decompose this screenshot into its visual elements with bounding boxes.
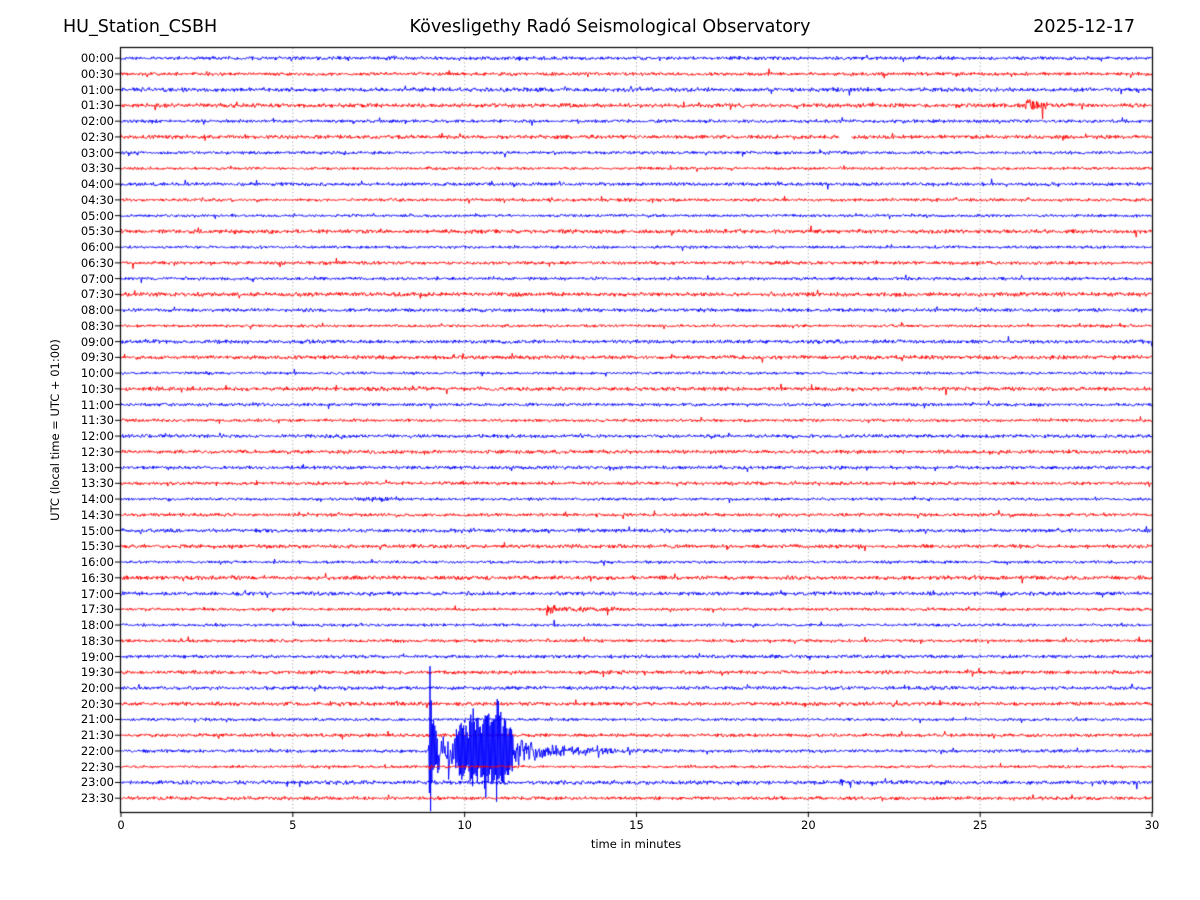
y-tick-label: 05:30: [80, 224, 114, 239]
y-tick-label: 20:30: [80, 696, 114, 711]
station-title: HU_Station_CSBH: [63, 17, 218, 37]
y-tick-label: 16:30: [80, 570, 114, 585]
x-tick-label: 20: [801, 818, 816, 832]
y-tick-label: 22:30: [80, 759, 114, 774]
y-tick-label: 13:30: [80, 476, 114, 491]
x-axis-label: time in minutes: [590, 837, 682, 851]
y-tick-label: 17:00: [80, 586, 114, 601]
y-tick-label: 20:00: [80, 681, 114, 695]
observatory-title: Kövesligethy Radó Seismological Observat…: [409, 17, 811, 37]
y-tick-label: 00:00: [80, 51, 114, 66]
y-tick-label: 15:00: [80, 523, 114, 538]
y-tick-label: 07:00: [80, 271, 114, 286]
y-tick-label: 22:00: [80, 743, 114, 758]
y-tick-label: 08:00: [80, 303, 114, 318]
y-tick-label: 13:00: [80, 460, 114, 475]
y-tick-label: 07:30: [80, 287, 114, 302]
y-tick-label: 17:30: [80, 602, 114, 617]
y-tick-label: 21:30: [80, 728, 114, 743]
y-tick-label: 03:00: [80, 145, 114, 160]
y-tick-label: 10:00: [80, 366, 114, 381]
x-tick-label: 30: [1144, 818, 1160, 832]
y-tick-label: 06:30: [80, 255, 114, 270]
y-tick-label: 02:30: [80, 129, 114, 144]
y-tick-label: 12:00: [80, 429, 114, 444]
y-tick-label: 18:00: [80, 618, 114, 633]
y-tick-label: 09:30: [80, 350, 114, 365]
x-tick-label: 10: [457, 818, 472, 832]
y-tick-label: 10:30: [80, 381, 114, 396]
y-tick-label: 08:30: [80, 318, 114, 333]
y-tick-label: 14:00: [80, 492, 114, 507]
y-tick-label: 09:00: [80, 334, 114, 349]
y-tick-label: 16:00: [80, 555, 114, 570]
y-tick-label: 23:00: [80, 775, 114, 790]
x-tick-label: 5: [289, 818, 297, 832]
y-tick-label: 11:00: [80, 397, 114, 412]
y-tick-label: 00:30: [80, 66, 114, 81]
y-tick-label: 03:30: [80, 161, 114, 176]
y-tick-label: 06:00: [80, 240, 114, 255]
y-tick-label: 05:00: [80, 208, 114, 223]
y-tick-label: 01:30: [80, 98, 114, 113]
x-tick-label: 15: [629, 818, 644, 832]
x-tick-label: 0: [117, 818, 125, 832]
y-tick-label: 23:30: [80, 791, 114, 806]
date-label: 2025-12-17: [1033, 17, 1135, 37]
y-tick-label: 15:30: [80, 539, 114, 554]
y-tick-label: 19:00: [80, 649, 114, 664]
y-tick-label: 11:30: [80, 413, 114, 428]
y-tick-label: 04:00: [80, 177, 114, 192]
y-tick-label: 18:30: [80, 633, 114, 648]
y-tick-label: 04:30: [80, 192, 114, 207]
y-tick-label: 12:30: [80, 444, 114, 459]
y-tick-label: 01:00: [80, 82, 114, 97]
y-tick-label: 19:30: [80, 665, 114, 680]
y-tick-label: 14:30: [80, 507, 114, 522]
x-tick-label: 25: [972, 818, 988, 832]
y-tick-label: 02:00: [80, 114, 114, 129]
y-tick-label: 21:00: [80, 712, 114, 727]
